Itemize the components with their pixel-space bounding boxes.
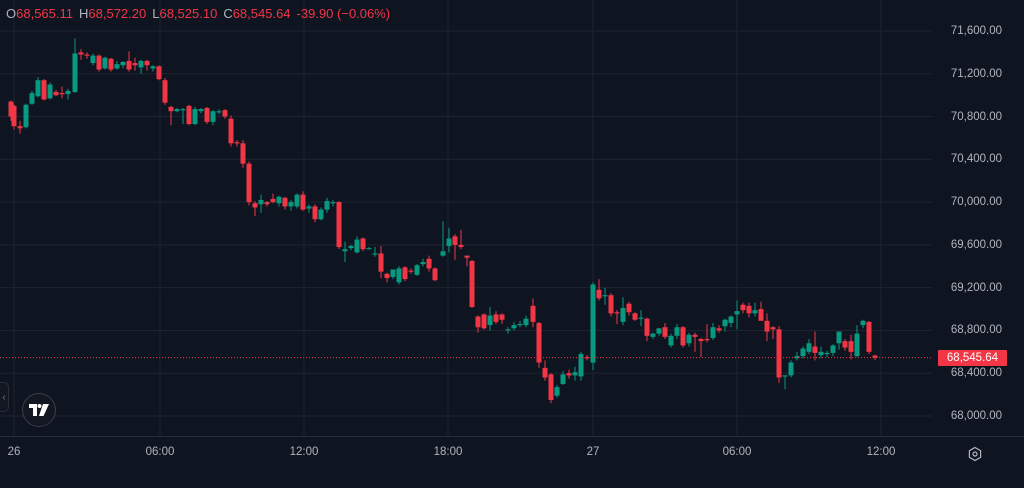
price-tick-label: 71,600.00 (950, 25, 1002, 37)
legend-low: L 68,525.10 (152, 5, 218, 21)
legend-close: C 68,545.64 (223, 5, 291, 21)
legend-change: -39.90 (−0.06%) (296, 5, 391, 21)
chevron-left-icon: ‹ (2, 391, 6, 403)
price-tick-label: 70,400.00 (950, 153, 1002, 166)
legend-open: O 68,565.11 (6, 5, 73, 21)
price-tick-label: 68,000.00 (950, 410, 1002, 422)
price-tick-label: 68,800.00 (950, 324, 1002, 337)
time-tick-label: 12:00 (289, 446, 319, 458)
last-price-label: 68,545.64 (938, 349, 1007, 366)
time-tick-label: 27 (586, 446, 600, 458)
time-tick-label: 18:00 (433, 446, 463, 458)
collapse-sidebar-button[interactable]: ‹ (0, 382, 9, 412)
price-tick-label: 70,800.00 (950, 110, 1002, 123)
time-tick-label: 26 (7, 446, 21, 458)
tradingview-logo[interactable] (22, 393, 56, 427)
ohlc-legend: O 68,565.11 H 68,572.20 L 68,525.10 C 68,545… (6, 4, 390, 22)
legend-high: H 68,572.20 (79, 5, 147, 21)
price-tick-label: 69,600.00 (950, 238, 1002, 251)
time-tick-label: 06:00 (145, 446, 175, 458)
time-tick-label: 06:00 (722, 446, 752, 458)
chart-settings-button[interactable] (966, 445, 984, 463)
price-tick-label: 70,000.00 (950, 196, 1002, 209)
price-tick-label: 69,200.00 (950, 281, 1002, 294)
settings-hex-icon (968, 446, 982, 462)
time-tick-label: 12:00 (866, 446, 896, 458)
tradingview-logo-icon (29, 404, 49, 416)
price-tick-label: 68,400.00 (950, 367, 1002, 380)
price-tick-label: 71,200.00 (950, 67, 1002, 80)
